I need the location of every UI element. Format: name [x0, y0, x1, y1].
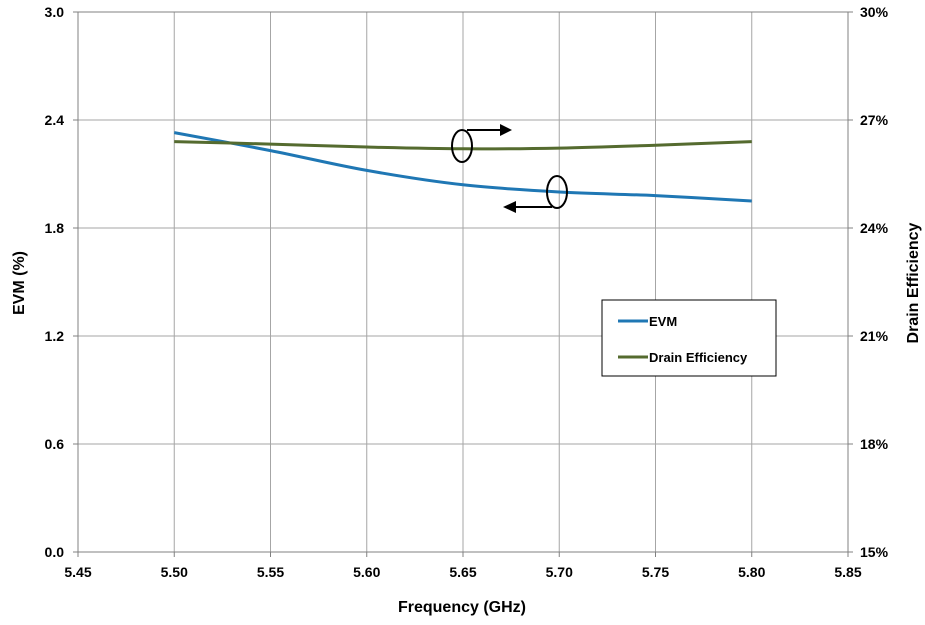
y-right-tick-label: 27% [860, 112, 889, 128]
x-tick-label: 5.75 [642, 564, 669, 580]
x-tick-label: 5.80 [738, 564, 765, 580]
y-left-tick-label: 0.0 [45, 544, 65, 560]
y-left-tick-label: 1.2 [45, 328, 65, 344]
y-left-tick-label: 0.6 [45, 436, 65, 452]
y-right-tick-label: 24% [860, 220, 889, 236]
y-right-tick-label: 21% [860, 328, 889, 344]
y-right-tick-label: 18% [860, 436, 889, 452]
x-tick-label: 5.85 [834, 564, 861, 580]
y-right-tick-label: 15% [860, 544, 889, 560]
grid-layer [78, 12, 848, 552]
x-tick-label: 5.60 [353, 564, 380, 580]
x-tick-label: 5.45 [64, 564, 91, 580]
y-left-tick-label: 1.8 [45, 220, 65, 236]
y-left-tick-label: 2.4 [45, 112, 65, 128]
y-right-tick-label: 30% [860, 4, 889, 20]
legend-label-drain-efficiency: Drain Efficiency [649, 350, 748, 365]
x-tick-label: 5.70 [546, 564, 573, 580]
legend-label-evm: EVM [649, 314, 677, 329]
x-tick-label: 5.55 [257, 564, 284, 580]
y-axis-left-title: EVM (%) [11, 251, 28, 315]
x-tick-label: 5.50 [161, 564, 188, 580]
y-axis-right-title: Drain Efficiency [905, 222, 922, 343]
legend: EVM Drain Efficiency [602, 300, 776, 376]
x-tick-label: 5.65 [449, 564, 476, 580]
x-axis-title: Frequency (GHz) [398, 599, 526, 616]
y-left-tick-label: 3.0 [45, 4, 65, 20]
